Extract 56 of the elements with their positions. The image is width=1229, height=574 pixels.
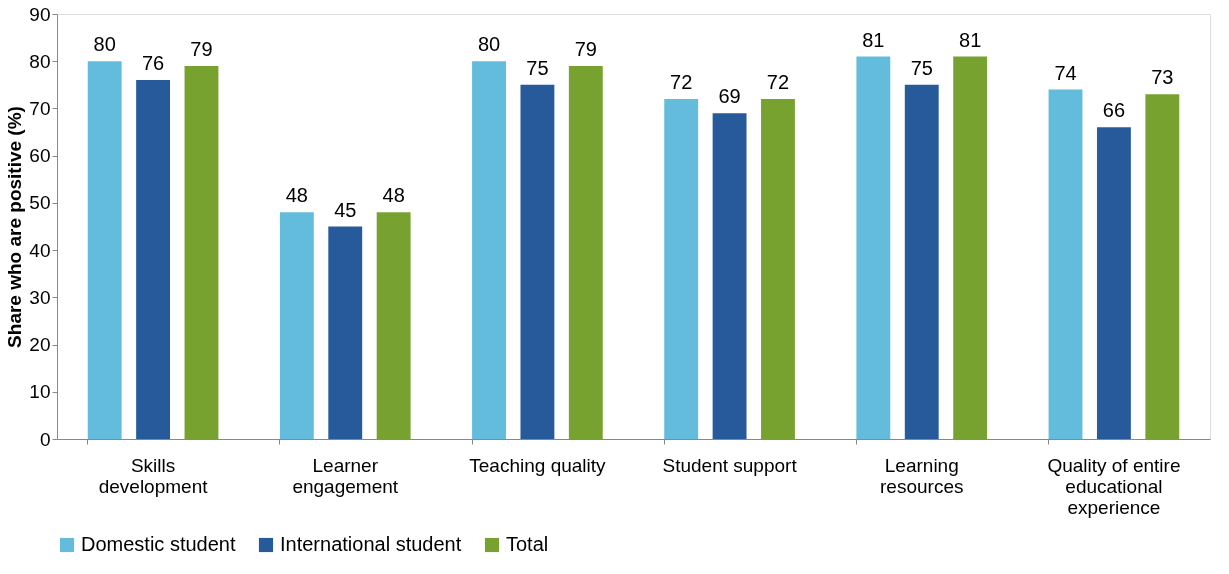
x-tick-label: Learning resources <box>880 454 964 497</box>
x-tick-label: Student support <box>662 454 798 476</box>
data-label: 79 <box>190 37 213 60</box>
data-label: 81 <box>862 28 885 51</box>
bar <box>953 56 988 439</box>
y-tick-label: 30 <box>29 286 51 308</box>
bar <box>328 226 363 439</box>
bar <box>712 113 747 439</box>
y-tick-label: 0 <box>39 428 51 450</box>
legend-label: Domestic student <box>81 533 236 555</box>
y-tick-label: 10 <box>29 381 51 403</box>
bar <box>472 61 506 439</box>
x-tick-label: Learner engagement <box>292 454 399 497</box>
bar <box>520 84 555 439</box>
bar <box>856 56 891 439</box>
data-label: 79 <box>574 37 597 60</box>
bar <box>87 61 122 439</box>
data-label: 81 <box>959 28 982 51</box>
bar <box>904 84 939 439</box>
data-label: 75 <box>526 56 549 79</box>
y-tick-label: 40 <box>29 239 51 261</box>
data-label: 48 <box>382 184 405 207</box>
x-tick-label: Quality of entire educational experience <box>1047 454 1181 518</box>
data-label: 73 <box>1151 66 1174 89</box>
bar <box>664 99 699 439</box>
legend-label: Total <box>506 533 549 555</box>
bar <box>1145 94 1180 439</box>
data-label: 45 <box>334 198 357 221</box>
y-tick-label: 20 <box>29 334 51 356</box>
data-label: 72 <box>670 71 693 93</box>
y-tick-label: 90 <box>29 3 51 25</box>
data-label: 74 <box>1054 61 1077 84</box>
data-label: 69 <box>718 85 741 108</box>
bar <box>376 212 411 439</box>
bar <box>184 65 219 439</box>
data-label: 75 <box>910 56 933 79</box>
bar <box>761 99 795 439</box>
data-label: 72 <box>766 71 790 93</box>
bar <box>1048 89 1083 439</box>
data-label: 76 <box>141 52 165 75</box>
y-axis-title: Share who are positive (%) <box>4 106 26 348</box>
data-label: 66 <box>1102 99 1126 122</box>
bar <box>568 65 603 439</box>
bar <box>279 212 314 439</box>
y-tick-label: 70 <box>29 97 51 119</box>
bar <box>1096 127 1131 439</box>
bar <box>136 80 171 439</box>
data-label: 80 <box>93 33 116 56</box>
data-label: 48 <box>285 184 308 207</box>
x-tick-label: Teaching quality <box>469 454 607 476</box>
y-tick-label: 80 <box>29 50 51 72</box>
y-tick-label: 50 <box>29 192 51 214</box>
data-label: 80 <box>477 33 501 56</box>
y-tick-label: 60 <box>29 145 51 167</box>
x-tick-label: Skills development <box>98 454 209 497</box>
legend-label: International student <box>280 533 462 555</box>
